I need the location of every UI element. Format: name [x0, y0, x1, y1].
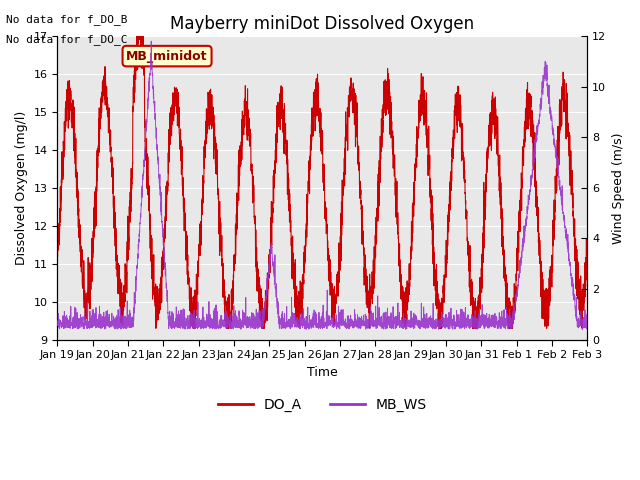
Y-axis label: Wind Speed (m/s): Wind Speed (m/s) — [612, 132, 625, 243]
Text: MB_minidot: MB_minidot — [126, 49, 208, 62]
Text: No data for f_DO_C: No data for f_DO_C — [6, 34, 128, 45]
Text: No data for f_DO_B: No data for f_DO_B — [6, 14, 128, 25]
Legend: DO_A, MB_WS: DO_A, MB_WS — [212, 393, 433, 418]
Title: Mayberry miniDot Dissolved Oxygen: Mayberry miniDot Dissolved Oxygen — [170, 15, 474, 33]
X-axis label: Time: Time — [307, 366, 338, 379]
Y-axis label: Dissolved Oxygen (mg/l): Dissolved Oxygen (mg/l) — [15, 111, 28, 265]
